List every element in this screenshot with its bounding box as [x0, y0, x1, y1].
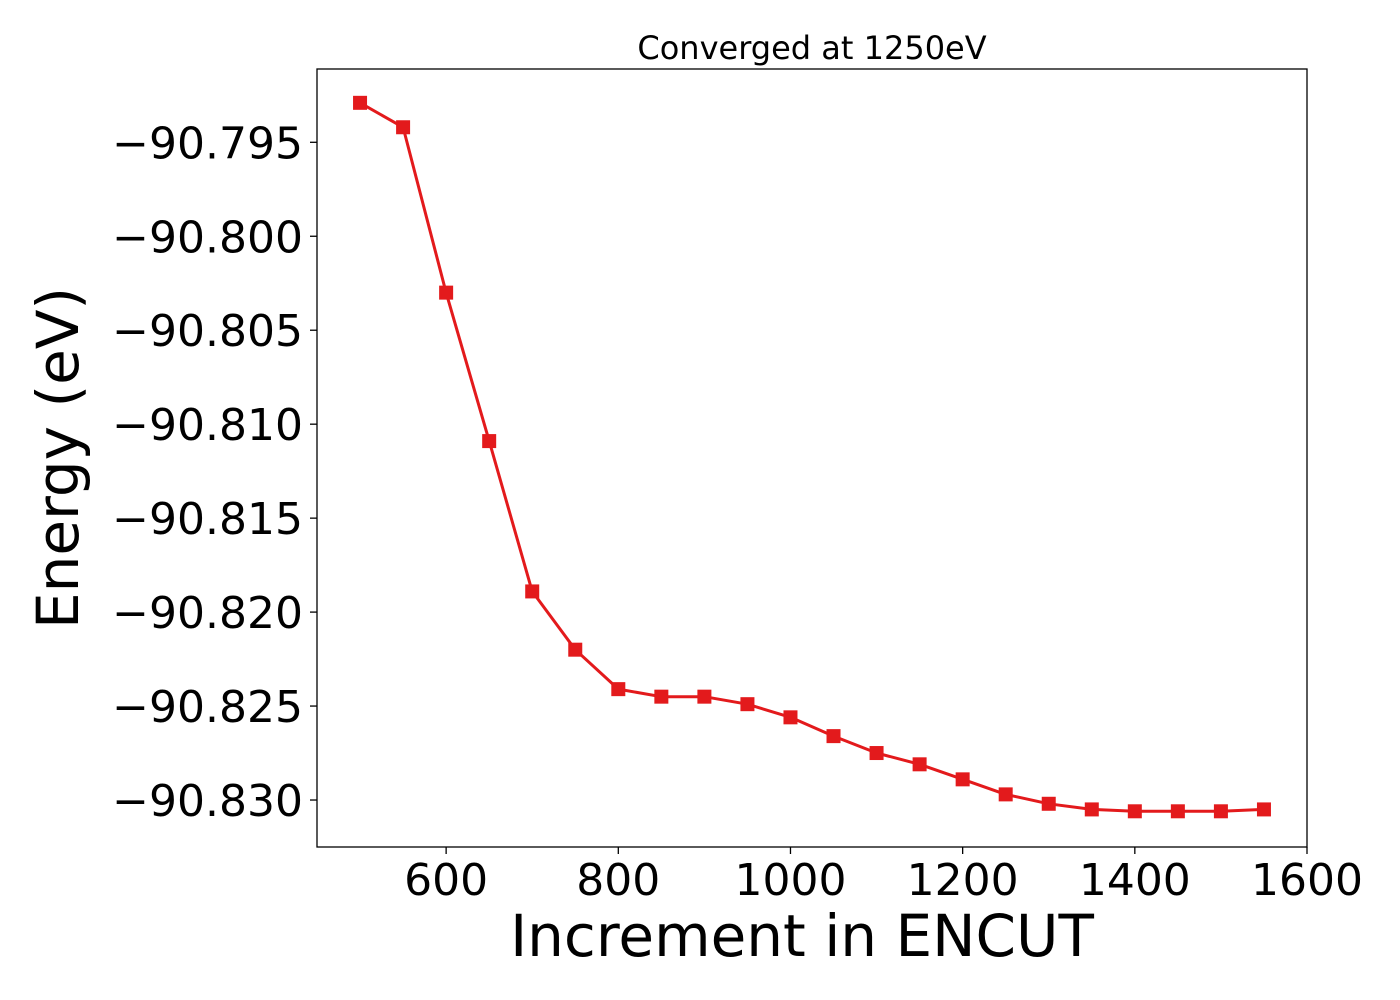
- data-point: [525, 584, 540, 599]
- y-axis-label: Energy (eV): [24, 287, 92, 629]
- x-axis-label: Increment in ENCUT: [510, 902, 1094, 970]
- y-tick-label: −90.805: [112, 306, 303, 357]
- y-tick-label: −90.815: [112, 494, 303, 545]
- x-tick-label: 1400: [1079, 855, 1191, 906]
- x-tick-label: 800: [576, 855, 660, 906]
- data-point: [1213, 804, 1228, 819]
- y-tick-label: −90.825: [112, 682, 303, 733]
- data-point: [869, 746, 884, 761]
- x-tick-label: 1600: [1251, 855, 1363, 906]
- x-axis: 600 800 1000 1200 1400 1600: [404, 847, 1363, 906]
- data-point: [654, 689, 669, 704]
- data-point: [1084, 802, 1099, 817]
- data-point: [611, 682, 626, 697]
- x-tick-label: 1000: [734, 855, 846, 906]
- series-layer: [353, 95, 1271, 819]
- y-tick-label: −90.820: [112, 588, 303, 639]
- data-point: [439, 285, 454, 300]
- data-point: [697, 689, 712, 704]
- y-tick-label: −90.800: [112, 212, 303, 263]
- data-point: [1127, 804, 1142, 819]
- data-point: [482, 434, 497, 449]
- y-tick-label: −90.810: [112, 400, 303, 451]
- x-tick-label: 1200: [907, 855, 1019, 906]
- data-point: [396, 120, 411, 135]
- plot-frame: [316, 68, 1308, 848]
- data-point: [1041, 796, 1056, 811]
- y-tick-label: −90.795: [112, 118, 303, 169]
- y-tick-label: −90.830: [112, 776, 303, 827]
- y-axis: −90.830 −90.825 −90.820 −90.815 −90.810 −90.8…: [112, 118, 317, 827]
- data-point: [740, 697, 755, 712]
- data-point: [353, 95, 368, 110]
- series-line: [359, 101, 1265, 813]
- x-tick-label: 600: [404, 855, 488, 906]
- data-point: [1256, 802, 1271, 817]
- data-point: [568, 642, 583, 657]
- data-point: [783, 710, 798, 725]
- data-point: [1170, 804, 1185, 819]
- data-point: [955, 772, 970, 787]
- data-point: [912, 757, 927, 772]
- chart-title: Converged at 1250eV: [637, 29, 986, 67]
- data-point: [826, 729, 841, 744]
- data-point: [998, 787, 1013, 802]
